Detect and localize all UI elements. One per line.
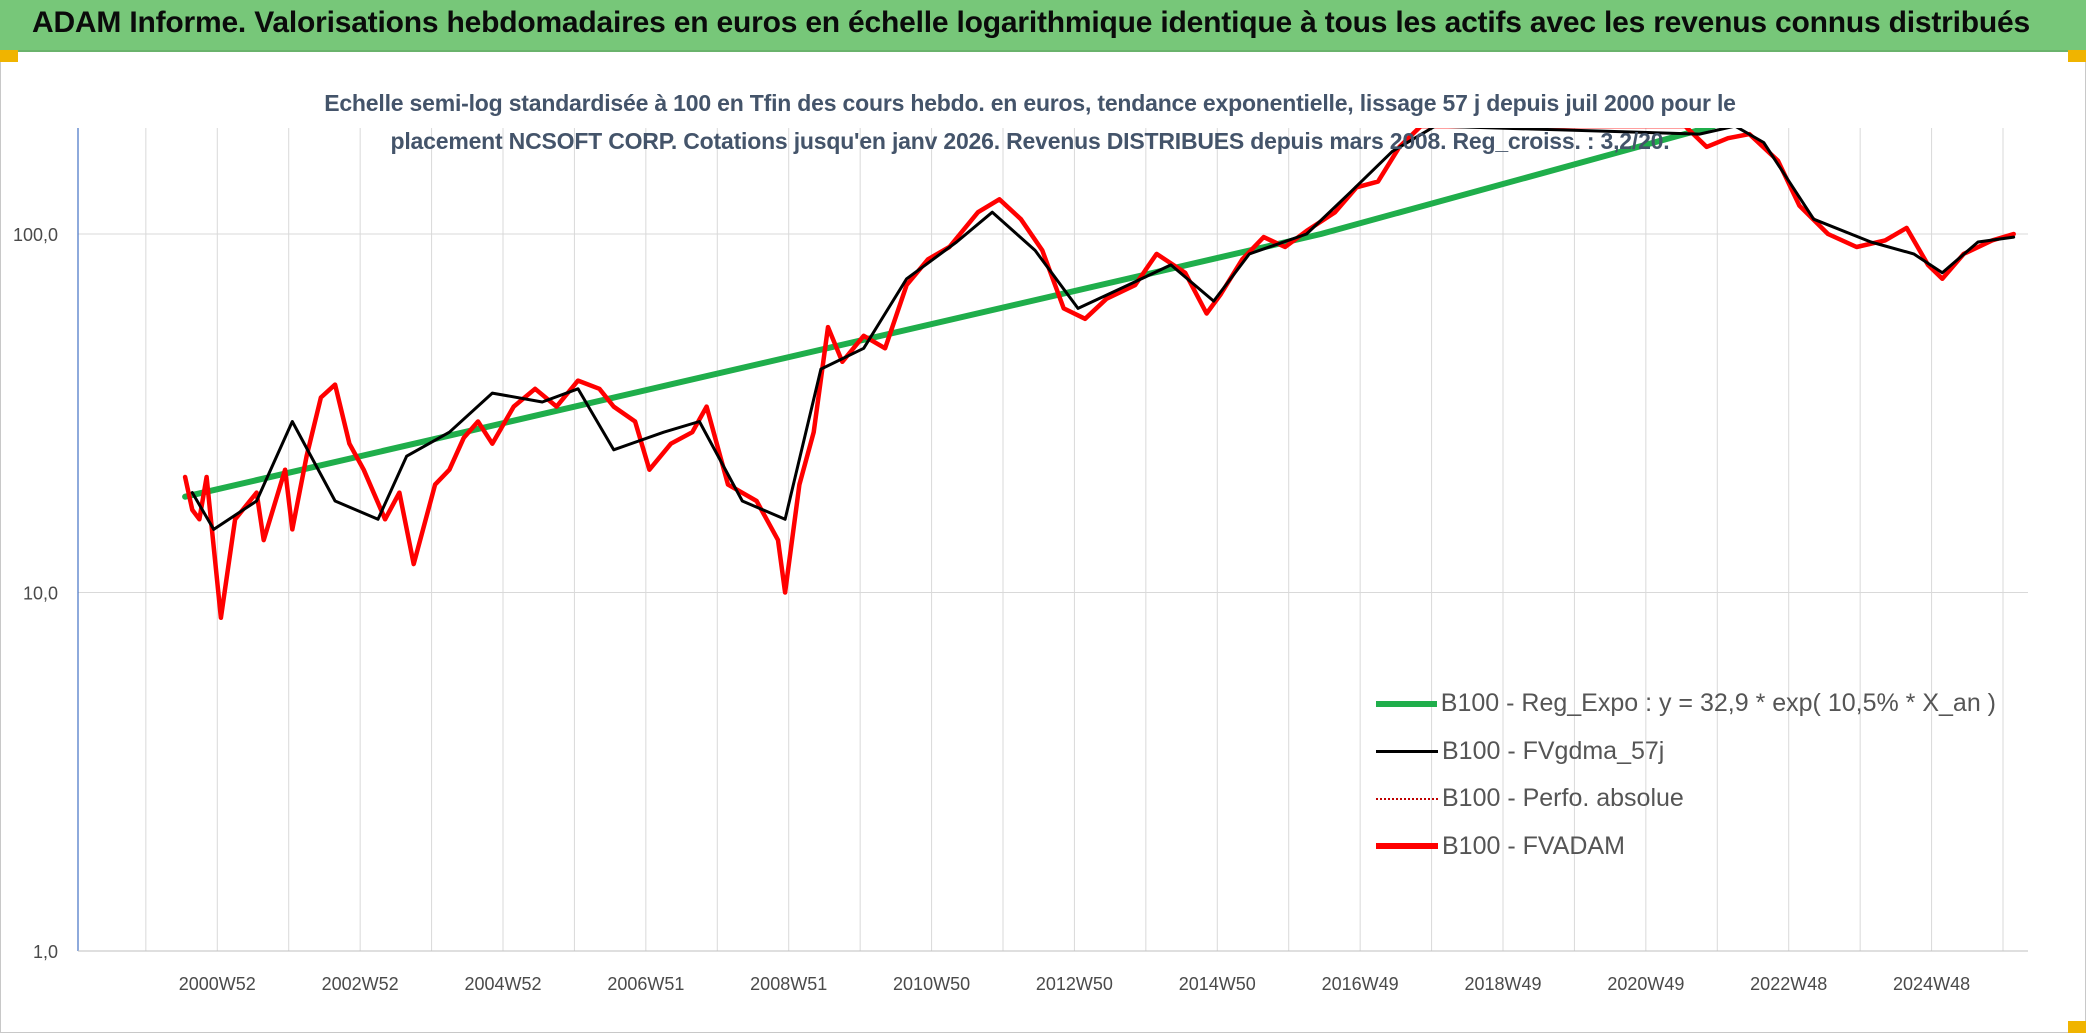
x-tick-label: 2002W52 [322, 974, 399, 994]
corner-marker-bottom-right [2068, 1021, 2086, 1033]
subtitle-line-1: Echelle semi-log standardisée à 100 en T… [324, 90, 1736, 116]
x-tick-label: 2018W49 [1464, 974, 1541, 994]
legend-swatch-fvgdma [1376, 749, 1438, 753]
legend-item-regression: B100 - Reg_Expo : y = 32,9 * exp( 10,5% … [1376, 680, 1996, 728]
legend-item-perfo: B100 - Perfo. absolue [1376, 775, 1996, 823]
series-group [182, 128, 2016, 621]
legend-swatch-regression [1376, 700, 1437, 707]
legend-item-fvgdma: B100 - FVgdma_57j [1376, 728, 1996, 776]
banner-title: ADAM Informe. Valorisations hebdomadaire… [32, 6, 2030, 39]
chart-subtitle: Echelle semi-log standardisée à 100 en T… [230, 84, 1830, 160]
x-tick-label: 2008W51 [750, 974, 827, 994]
corner-marker-top-left [0, 50, 18, 62]
x-tick-label: 2010W50 [893, 974, 970, 994]
x-tick-label: 2024W48 [1893, 974, 1970, 994]
y-tick-label: 1,0 [33, 942, 58, 962]
y-tick-label: 10,0 [23, 584, 58, 604]
x-tick-label: 2012W50 [1036, 974, 1113, 994]
x-tick-label: 2016W49 [1322, 974, 1399, 994]
legend: B100 - Reg_Expo : y = 32,9 * exp( 10,5% … [1376, 680, 1996, 870]
grid [78, 128, 2028, 951]
axes [77, 128, 2028, 952]
subtitle-line-2: placement NCSOFT CORP. Cotations jusqu'e… [390, 128, 1670, 154]
series-line-fvgdma [190, 128, 2016, 531]
tick-labels: 1,0 10,0 100,0 2000W52 2002W52 2004W52 2006W51… [13, 225, 1970, 994]
title-banner: ADAM Informe. Valorisations hebdomadaire… [0, 0, 2086, 52]
y-tick-label: 100,0 [13, 225, 58, 245]
legend-label-fvgdma: B100 - FVgdma_57j [1442, 736, 1665, 765]
legend-swatch-fvadam [1376, 843, 1438, 850]
legend-label-perfo: B100 - Perfo. absolue [1442, 784, 1684, 813]
x-tick-label: 2006W51 [607, 974, 684, 994]
corner-marker-top-right [2068, 50, 2086, 62]
legend-swatch-perfo [1376, 797, 1438, 800]
x-tick-label: 2000W52 [179, 974, 256, 994]
x-tick-label: 2022W48 [1750, 974, 1827, 994]
legend-label-fvadam: B100 - FVADAM [1442, 831, 1625, 860]
x-tick-label: 2004W52 [464, 974, 541, 994]
x-tick-label: 2020W49 [1607, 974, 1684, 994]
legend-item-fvadam: B100 - FVADAM [1376, 823, 1996, 871]
series-line-fvadam [182, 128, 2016, 621]
x-tick-label: 2014W50 [1179, 974, 1256, 994]
series-line-regression [182, 128, 1716, 500]
legend-label-regression: B100 - Reg_Expo : y = 32,9 * exp( 10,5% … [1440, 689, 1996, 718]
